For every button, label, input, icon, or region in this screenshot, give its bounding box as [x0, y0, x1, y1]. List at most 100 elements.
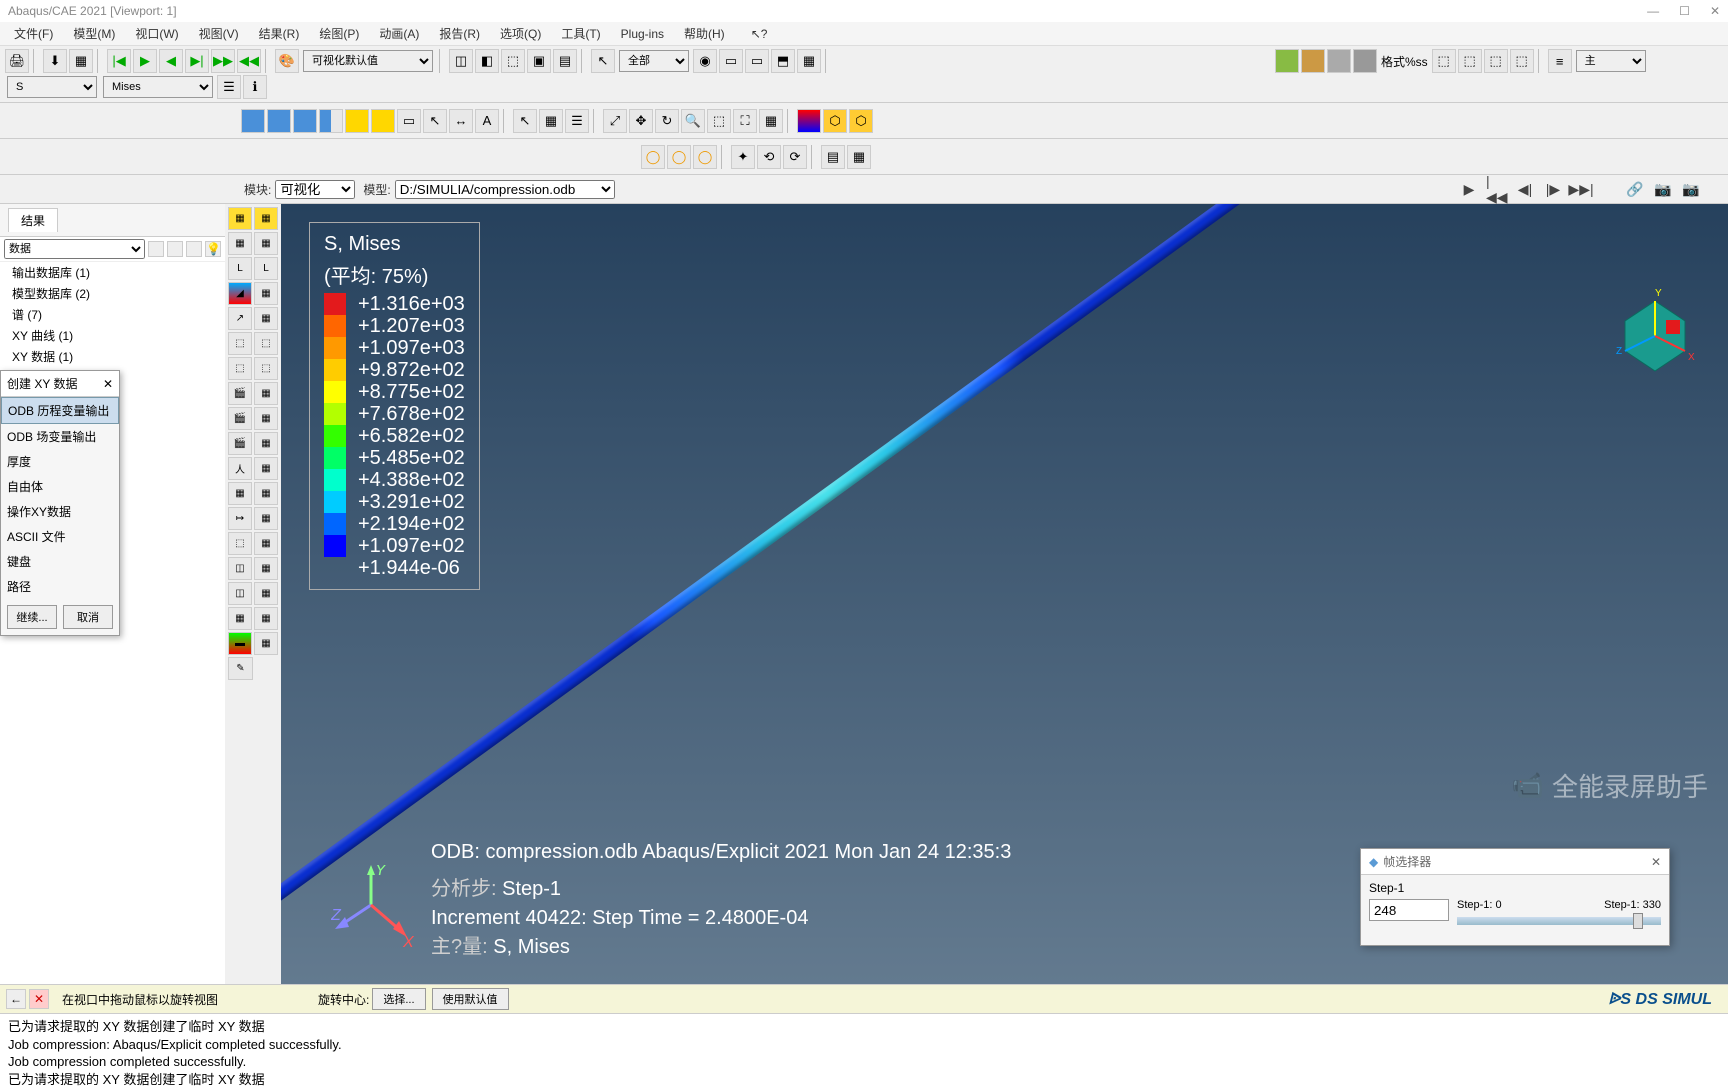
hex2-icon[interactable]: ⬡: [849, 109, 873, 133]
zoomall-icon[interactable]: ⛶: [733, 109, 757, 133]
frame-slider[interactable]: [1457, 917, 1661, 925]
play-fwd-icon[interactable]: ▶: [133, 49, 157, 73]
view-triad-icon[interactable]: Y Z X: [1610, 286, 1700, 376]
menu-help[interactable]: 帮助(H): [674, 23, 735, 44]
field-mises-select[interactable]: Mises: [103, 76, 213, 98]
collapse-icon[interactable]: [167, 241, 183, 257]
bulb-icon[interactable]: 💡: [205, 241, 221, 257]
sheet2-icon[interactable]: ▦: [847, 145, 871, 169]
c1-icon[interactable]: ◯: [641, 145, 665, 169]
tb-g1[interactable]: ⬚: [228, 357, 252, 380]
iso-box-icon[interactable]: ⬚: [1432, 49, 1456, 73]
triad-icon[interactable]: ⬇: [43, 49, 67, 73]
box3-icon[interactable]: ⬒: [771, 49, 795, 73]
tb-a2[interactable]: ▦: [254, 207, 278, 230]
tb-l1[interactable]: ▦: [228, 482, 252, 505]
tb-k1[interactable]: 人: [228, 457, 252, 480]
prompt-cancel-icon[interactable]: ✕: [29, 989, 49, 1009]
mat4-icon[interactable]: [1353, 49, 1377, 73]
refresh-icon[interactable]: [186, 241, 202, 257]
box2-icon[interactable]: ▭: [745, 49, 769, 73]
tb-f1[interactable]: ⬚: [228, 332, 252, 355]
xydlg-option[interactable]: 操作XY数据: [1, 499, 119, 524]
menu-viewport[interactable]: 视口(W): [125, 23, 188, 44]
xydlg-option[interactable]: 自由体: [1, 474, 119, 499]
tb-f2[interactable]: ⬚: [254, 332, 278, 355]
u1-icon[interactable]: ⟲: [757, 145, 781, 169]
zoom-icon[interactable]: 🔍: [681, 109, 705, 133]
prompt-back-icon[interactable]: ←: [6, 989, 26, 1009]
vp3-icon[interactable]: [293, 109, 317, 133]
menu-file[interactable]: 文件(F): [4, 23, 63, 44]
cube1-icon[interactable]: ⬚: [501, 49, 525, 73]
vp4-icon[interactable]: [319, 109, 343, 133]
next-frame-icon[interactable]: |▶: [1542, 178, 1564, 200]
default-button[interactable]: 使用默认值: [432, 988, 509, 1010]
select-scope[interactable]: 全部: [619, 50, 689, 72]
tb-o2[interactable]: ▦: [254, 557, 278, 580]
frame-selector-dialog[interactable]: ◆ 帧选择器 ✕ Step-1 Step-1: 0 Step-1: 330: [1360, 848, 1670, 946]
vp5-icon[interactable]: [345, 109, 369, 133]
play-last-icon[interactable]: ▶|: [185, 49, 209, 73]
tree-item[interactable]: 模型数据库 (2): [0, 283, 225, 304]
xydlg-option[interactable]: ODB 场变量输出: [1, 424, 119, 449]
xydlg-option[interactable]: 键盘: [1, 549, 119, 574]
menu-plot[interactable]: 绘图(P): [309, 23, 369, 44]
xydlg-close-icon[interactable]: ✕: [103, 377, 113, 391]
model-select[interactable]: D:/SIMULIA/compression.odb: [395, 180, 615, 199]
xydlg-option[interactable]: 厚度: [1, 449, 119, 474]
tb-g2[interactable]: ⬚: [254, 357, 278, 380]
vp1-icon[interactable]: [241, 109, 265, 133]
mat3-icon[interactable]: [1327, 49, 1351, 73]
box1-icon[interactable]: ▭: [719, 49, 743, 73]
cube3-icon[interactable]: ▤: [553, 49, 577, 73]
create-xydata-dialog[interactable]: 创建 XY 数据 ✕ ODB 历程变量输出ODB 场变量输出厚度自由体操作XY数…: [0, 370, 120, 636]
frame-close-icon[interactable]: ✕: [1651, 855, 1661, 869]
iso-box3-icon[interactable]: ⬚: [1484, 49, 1508, 73]
u2-icon[interactable]: ⟳: [783, 145, 807, 169]
cursor-icon[interactable]: ↖: [591, 49, 615, 73]
tb-e1[interactable]: ↗: [228, 307, 252, 330]
vp7-icon[interactable]: ▭: [397, 109, 421, 133]
xydlg-option[interactable]: 路径: [1, 574, 119, 599]
tb-i1[interactable]: 🎬: [228, 407, 252, 430]
play-back-icon[interactable]: ◀: [159, 49, 183, 73]
tb-b1[interactable]: ▦: [228, 232, 252, 255]
circles-icon[interactable]: ◉: [693, 49, 717, 73]
tb-b2[interactable]: ▦: [254, 232, 278, 255]
camera-icon[interactable]: 📷: [1652, 178, 1674, 200]
tb-i2[interactable]: ▦: [254, 407, 278, 430]
menu-report[interactable]: 报告(R): [429, 23, 490, 44]
menu-tools[interactable]: 工具(T): [551, 23, 610, 44]
menu-view[interactable]: 视图(V): [189, 23, 249, 44]
grid-icon[interactable]: ▦: [539, 109, 563, 133]
first-frame-icon[interactable]: |◀◀: [1486, 178, 1508, 200]
tree-filter-select[interactable]: 数据: [4, 239, 145, 259]
step-fwd-icon[interactable]: ▶▶: [211, 49, 235, 73]
results-tab[interactable]: 结果: [8, 208, 58, 232]
iso-box2-icon[interactable]: ⬚: [1458, 49, 1482, 73]
view-icon[interactable]: ▦: [69, 49, 93, 73]
menu-result[interactable]: 结果(R): [249, 23, 310, 44]
list-icon[interactable]: ☰: [565, 109, 589, 133]
tb-h2[interactable]: ▦: [254, 382, 278, 405]
palette-icon[interactable]: 🎨: [275, 49, 299, 73]
tb-q1[interactable]: ▦: [228, 607, 252, 630]
camera2-icon[interactable]: 📷: [1680, 178, 1702, 200]
tree-item[interactable]: XY 数据 (1): [0, 346, 225, 367]
c3-icon[interactable]: ◯: [693, 145, 717, 169]
views-icon[interactable]: ▦: [759, 109, 783, 133]
print-icon[interactable]: 🖨: [5, 49, 29, 73]
viz-preset-select[interactable]: 可视化默认值: [303, 50, 433, 72]
tb-l2[interactable]: ▦: [254, 482, 278, 505]
prev-frame-icon[interactable]: ◀|: [1514, 178, 1536, 200]
zoombox-icon[interactable]: ⬚: [707, 109, 731, 133]
last-frame-icon[interactable]: ▶▶|: [1570, 178, 1592, 200]
rotate-icon[interactable]: ↻: [655, 109, 679, 133]
menu-plugins[interactable]: Plug-ins: [611, 25, 674, 43]
tb-e2[interactable]: ▦: [254, 307, 278, 330]
fit-icon[interactable]: ⤢: [603, 109, 627, 133]
vp6-icon[interactable]: [371, 109, 395, 133]
hex1-icon[interactable]: ⬡: [823, 109, 847, 133]
menu-model[interactable]: 模型(M): [63, 23, 125, 44]
